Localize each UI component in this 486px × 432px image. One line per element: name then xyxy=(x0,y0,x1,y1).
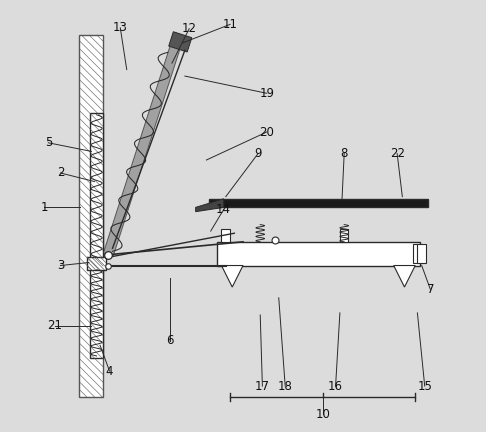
Text: 20: 20 xyxy=(259,126,274,139)
Bar xyxy=(217,242,419,266)
Text: 4: 4 xyxy=(106,365,113,378)
Text: 10: 10 xyxy=(315,407,330,421)
Text: 22: 22 xyxy=(390,147,405,160)
Text: 3: 3 xyxy=(57,259,64,272)
Bar xyxy=(79,35,103,397)
Text: 16: 16 xyxy=(328,380,343,393)
Text: 12: 12 xyxy=(182,22,197,35)
Bar xyxy=(417,244,426,264)
Text: 15: 15 xyxy=(417,380,432,393)
Polygon shape xyxy=(394,266,415,287)
Polygon shape xyxy=(222,266,243,287)
Text: 18: 18 xyxy=(278,380,293,393)
Text: 2: 2 xyxy=(57,166,64,179)
Text: 9: 9 xyxy=(254,147,262,160)
Bar xyxy=(413,244,422,264)
Text: 8: 8 xyxy=(341,147,348,160)
Polygon shape xyxy=(104,42,181,256)
Text: 6: 6 xyxy=(166,334,174,347)
Polygon shape xyxy=(169,32,192,52)
Text: 1: 1 xyxy=(40,201,48,214)
Text: 17: 17 xyxy=(255,380,270,393)
Bar xyxy=(340,229,348,242)
Text: 19: 19 xyxy=(259,87,274,100)
Text: 21: 21 xyxy=(47,319,62,332)
Text: 7: 7 xyxy=(427,283,434,295)
Bar xyxy=(222,229,230,242)
Text: 13: 13 xyxy=(113,21,128,34)
Polygon shape xyxy=(196,199,224,212)
Text: 5: 5 xyxy=(45,137,52,149)
Bar xyxy=(208,199,428,207)
Text: 11: 11 xyxy=(223,18,238,31)
Text: 14: 14 xyxy=(216,203,231,216)
Bar xyxy=(87,257,106,270)
Bar xyxy=(90,113,103,358)
